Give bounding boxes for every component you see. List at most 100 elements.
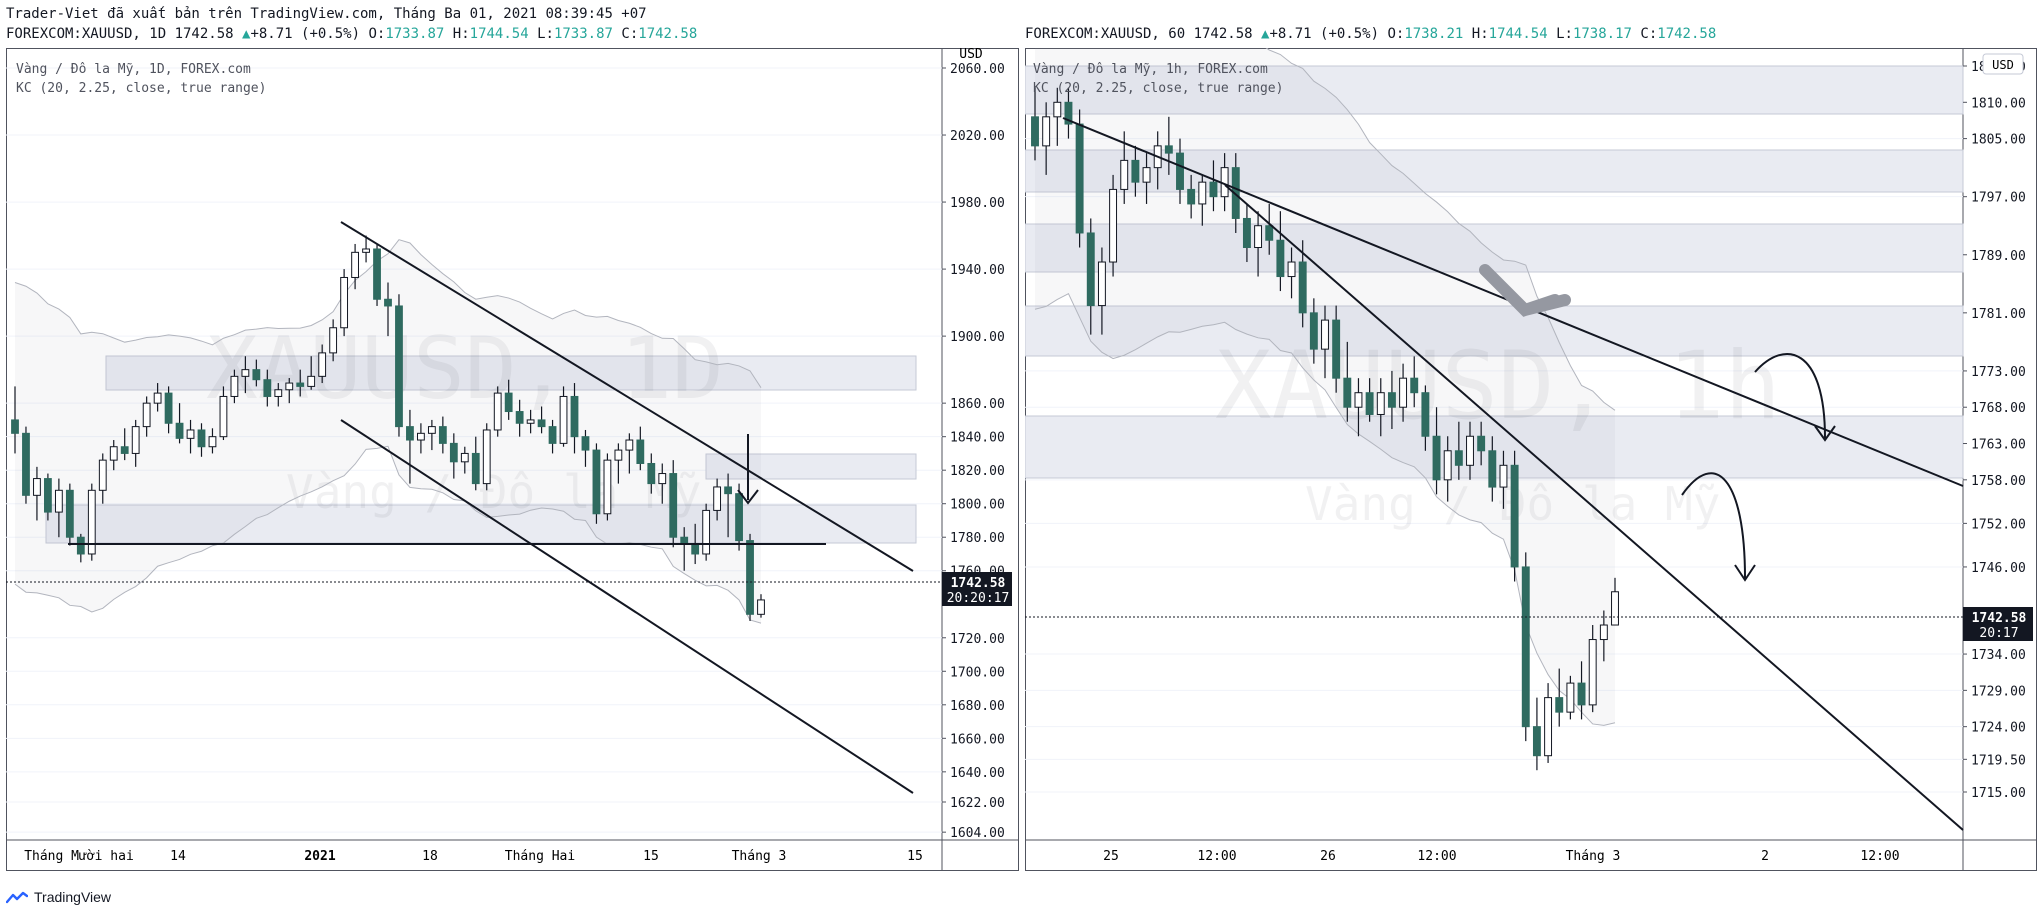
low-value: 1733.87 — [553, 26, 613, 42]
time-axis[interactable]: 25 12:00 26 12:00 Tháng 3 2 12:00 — [1103, 849, 1899, 864]
resistance-zones — [45, 355, 917, 544]
candle — [76, 533, 85, 563]
candle — [406, 409, 414, 484]
candle — [219, 386, 228, 441]
candles — [11, 235, 765, 622]
open-value: 1738.21 — [1404, 26, 1464, 42]
chart-frame — [6, 48, 1019, 871]
price-tick: 1768.00 — [1971, 401, 2026, 416]
kc-upper-line — [14, 239, 762, 388]
low-value: 1738.17 — [1572, 26, 1632, 42]
candle — [1443, 436, 1452, 502]
candle — [438, 416, 447, 454]
candle — [384, 282, 392, 337]
price-tick: 1604.00 — [950, 826, 1005, 841]
price-tick: 1810.00 — [1971, 96, 2026, 111]
candle — [1488, 436, 1497, 502]
high-value: 1744.54 — [1488, 26, 1548, 42]
countdown-label: 20:20:17 — [947, 591, 1010, 606]
candle — [1276, 211, 1285, 292]
candle — [197, 423, 206, 457]
candle — [526, 409, 535, 434]
candle — [164, 386, 173, 434]
open-value: 1733.87 — [385, 26, 445, 42]
close-value: 1742.58 — [638, 26, 698, 42]
close-label: C: — [621, 26, 639, 42]
open-label: O: — [368, 26, 386, 42]
price-tick: 1720.00 — [950, 632, 1005, 647]
time-tick: 12:00 — [1197, 849, 1236, 864]
kc-band-fill — [15, 239, 761, 624]
steep-trendline — [1224, 184, 1964, 831]
candle — [11, 386, 19, 454]
price-tick: 1719.50 — [1971, 753, 2026, 768]
candle — [230, 369, 239, 404]
high-value: 1744.54 — [469, 26, 529, 42]
candle — [175, 403, 184, 444]
time-tick: 25 — [1103, 849, 1119, 864]
candle — [131, 419, 140, 467]
time-tick: 15 — [643, 849, 659, 864]
candle — [449, 433, 458, 479]
candle — [1231, 153, 1240, 233]
time-tick: 26 — [1320, 849, 1336, 864]
price-tick: 2020.00 — [950, 129, 1005, 144]
candle — [1042, 102, 1051, 175]
candle — [1499, 450, 1508, 509]
candle — [252, 359, 261, 387]
open-label: O: — [1387, 26, 1405, 42]
drawings — [68, 221, 914, 794]
candle — [1454, 421, 1463, 480]
candle — [362, 235, 370, 263]
candle — [1298, 240, 1307, 328]
candle — [142, 396, 151, 437]
hourly-chart[interactable]: XAUUSD, 1h Vàng / Đô la Mỹ 1815.001810.0… — [1025, 48, 2037, 871]
high-label: H: — [1471, 26, 1489, 42]
candle — [735, 483, 743, 551]
candle — [1075, 109, 1084, 248]
candle — [603, 453, 612, 521]
tradingview-logo[interactable]: TradingView — [6, 889, 111, 905]
candle — [307, 356, 316, 390]
candle — [1421, 385, 1430, 451]
time-tick: 18 — [422, 849, 438, 864]
candles — [1031, 87, 1619, 771]
candle — [1376, 378, 1385, 437]
candle — [1086, 218, 1095, 335]
candle — [746, 533, 754, 622]
supply-zones — [1025, 65, 1964, 479]
price-tick: 1758.00 — [1971, 474, 2026, 489]
candle — [1176, 138, 1184, 204]
candle — [559, 386, 568, 447]
currency-badge[interactable] — [1982, 53, 2024, 75]
candle — [395, 294, 403, 437]
change-up-icon: ▲ — [242, 26, 251, 42]
candle — [340, 269, 349, 337]
candle — [702, 503, 711, 561]
candle — [1577, 661, 1586, 720]
price-tick: 1734.00 — [1971, 648, 2026, 663]
watermark-name: Vàng / Đô la Mỹ — [286, 465, 701, 519]
time-tick: 2 — [1761, 849, 1769, 864]
price-tick: 1680.00 — [950, 699, 1005, 714]
price-axis[interactable]: 2060.00 2020.00 1980.00 1940.00 1900.00 1860.… — [942, 62, 1005, 841]
candle — [351, 243, 359, 290]
candle — [285, 378, 294, 404]
candle — [482, 423, 491, 491]
candle — [1599, 610, 1608, 662]
time-axis[interactable]: Tháng Mười hai 14 2021 18 Tháng Hai 15 T… — [24, 849, 923, 864]
candle — [713, 478, 722, 521]
time-tick: 14 — [170, 849, 186, 864]
candle — [186, 419, 195, 454]
legend-title: Vàng / Đô la Mỹ, 1h, FOREX.com — [1033, 62, 1268, 77]
candle — [1588, 625, 1597, 713]
legend-indicator: KC (20, 2.25, close, true range) — [1033, 81, 1283, 96]
countdown-label: 20:17 — [1979, 626, 2018, 641]
daily-chart[interactable]: XAUUSD, 1D Vàng / Đô la Mỹ 2060.002020.0… — [6, 48, 1019, 871]
price-axis[interactable]: 1815.001810.001805.001797.001789.001781.… — [1963, 60, 2026, 801]
change-value: +8.71 (+0.5%) — [250, 26, 361, 42]
candle — [669, 460, 678, 548]
candle — [1142, 153, 1151, 204]
candle — [1287, 247, 1296, 299]
candle — [1555, 668, 1564, 727]
